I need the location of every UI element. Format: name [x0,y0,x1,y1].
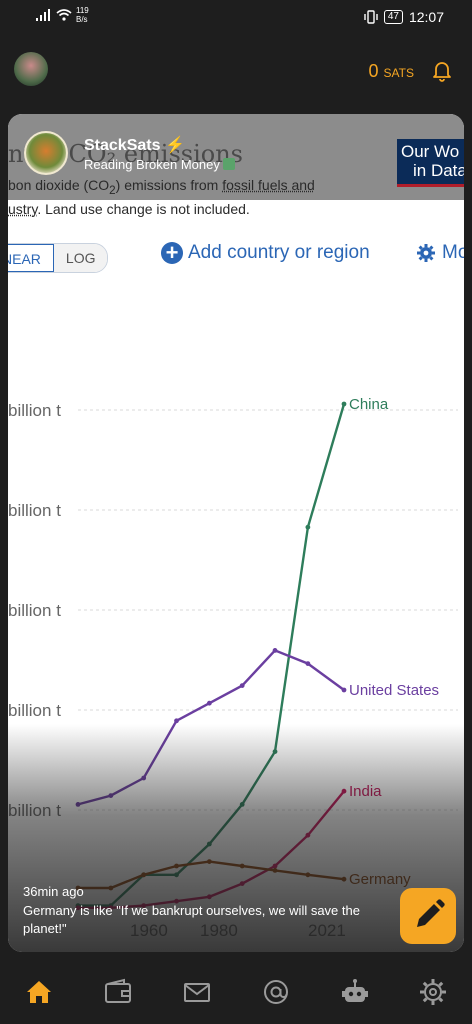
robot-icon[interactable] [340,977,370,1007]
sats-amount: 0 [368,61,379,81]
subtitle-part: . Land use change is not included. [37,200,250,217]
series-point [341,788,347,794]
network-speed-value: 119 [76,6,89,15]
subtitle-link: fossil fuels and [222,177,315,193]
subtitle-line-2: ustry. Land use change is not included. [8,200,315,219]
image-header-dimmed: nual CO₂ emissions bon dioxide (CO2) emi… [8,114,464,217]
chart-controls: NEAR LOG + Add country or region Mo [8,242,464,274]
series-point [141,872,147,878]
add-country-button[interactable]: + Add country or region [161,242,370,264]
subtitle-part: bon dioxide (CO [8,177,110,193]
owid-logo-line-2: in Data [413,161,464,180]
status-bar: 119 B/s 47 12:07 [0,0,472,36]
author-status-text: Reading Broken Money [84,157,220,172]
sats-unit: SATS [383,66,414,80]
series-point [272,749,278,754]
signal-icon [36,9,50,21]
series-point [174,718,179,724]
series-label: India [349,783,382,800]
top-bar: 0 SATS [0,36,472,106]
post-time: 36min ago [23,884,84,899]
author-name-text: StackSats [84,137,161,154]
status-right: 47 12:07 [364,9,444,25]
subtitle-part: ustry [8,200,38,217]
pencil-icon [417,899,445,927]
series-point [272,868,278,873]
chart-background-subtitle: bon dioxide (CO2) emissions from fossil … [8,176,315,219]
series-point [239,863,245,869]
series-point [75,802,81,807]
wifi-icon [56,9,72,21]
series-point [272,863,278,869]
series-point [305,524,311,530]
post-text: Germany is like "If we bankrupt ourselve… [23,903,360,936]
bottom-navigation [0,960,472,1024]
series-point [239,683,245,688]
gear-icon [417,244,435,262]
sats-balance[interactable]: 0 SATS [369,61,414,82]
series-label: China [349,396,389,413]
post-caption: 36min ago Germany is like "If we bankrup… [23,884,373,938]
mail-icon[interactable] [182,977,212,1007]
y-tick-label: billion t [8,601,61,620]
subtitle-part: ) emissions from [115,177,223,193]
plus-circle-icon: + [161,242,183,264]
more-label: Mo [442,242,464,263]
series-point [305,832,311,838]
book-icon [223,158,236,170]
home-icon[interactable] [24,977,54,1007]
author-name[interactable]: StackSats ⚡ [84,135,185,155]
scale-toggle: NEAR LOG [8,243,109,273]
owid-logo-line-1: Our Wo [401,142,460,161]
series-point [174,863,179,869]
network-speed: 119 B/s [76,6,89,24]
post-card[interactable]: nual CO₂ emissions bon dioxide (CO2) emi… [8,114,464,952]
series-point [341,876,347,882]
series-point [206,700,212,706]
wallet-icon[interactable] [103,977,133,1007]
series-point [141,775,147,781]
series-point [341,687,347,693]
author-avatar[interactable] [24,131,68,175]
lightning-icon: ⚡ [164,137,185,154]
series-point [174,872,179,878]
owid-logo: Our Wo in Data [397,139,464,187]
subtitle-sub: 2 [109,183,116,197]
series-point [239,802,245,807]
more-settings-button[interactable]: Mo [416,242,464,264]
clock: 12:07 [408,9,444,25]
scale-linear-button[interactable]: NEAR [8,244,54,272]
y-tick-label: billion t [8,801,61,820]
mention-icon[interactable] [261,977,291,1007]
emissions-line-chart: billion t billion t billion t billion t bill… [8,396,458,940]
series-line-united-states [77,648,345,806]
subtitle-line-1: bon dioxide (CO2) emissions from fossil … [8,176,315,200]
add-country-label: Add country or region [188,242,370,263]
y-tick-label: billion t [8,501,61,520]
series-point [108,793,114,798]
bell-icon[interactable] [430,58,454,82]
series-point [341,401,347,407]
series-point [305,872,311,878]
series-point [305,661,311,666]
y-tick-label: billion t [8,401,61,420]
user-avatar[interactable] [14,52,48,86]
scale-log-button[interactable]: LOG [53,244,108,272]
vibrate-icon [364,10,378,24]
y-tick-label: billion t [8,701,61,720]
network-speed-unit: B/s [76,15,88,24]
compose-button[interactable] [400,888,456,944]
author-status: Reading Broken Money [84,157,236,172]
status-left: 119 B/s [36,6,89,24]
series-point [206,859,212,864]
series-point [206,841,212,847]
series-point [272,648,278,653]
settings-icon[interactable] [418,977,448,1007]
series-line-china [78,403,346,907]
battery-indicator: 47 [383,10,403,24]
series-label: United States [349,682,439,699]
